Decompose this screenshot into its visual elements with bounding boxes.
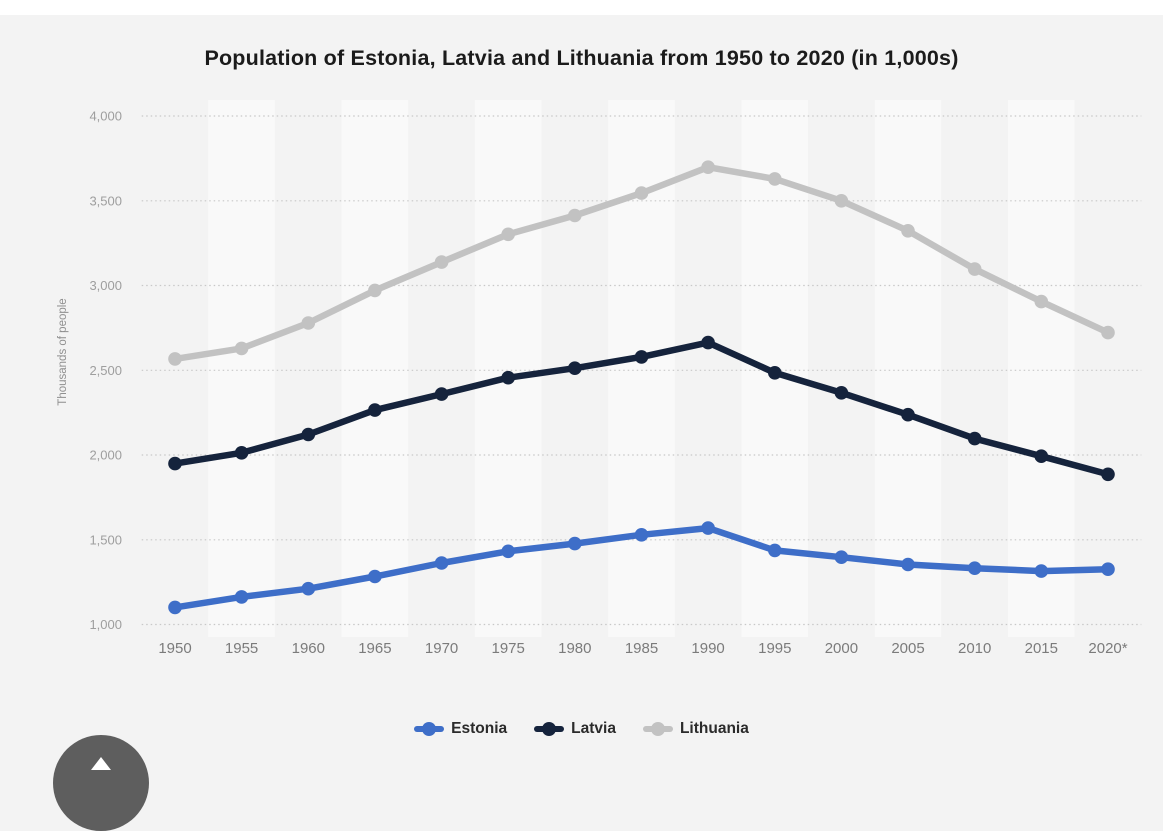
line-marker-icon	[642, 722, 673, 736]
legend-item-latvia[interactable]: Latvia	[534, 720, 616, 738]
data-point-estonia-1980[interactable]	[568, 536, 582, 551]
x-tick-label: 1975	[492, 640, 525, 657]
data-point-lithuania-1960[interactable]	[301, 316, 316, 330]
data-point-latvia-2000[interactable]	[834, 386, 849, 400]
legend-label: Latvia	[571, 720, 616, 737]
data-point-latvia-1960[interactable]	[301, 427, 316, 442]
data-point-latvia-2005[interactable]	[901, 407, 915, 422]
data-point-latvia-1980[interactable]	[568, 361, 582, 376]
y-tick-label: 3,000	[89, 278, 122, 293]
data-point-lithuania-2020[interactable]	[1101, 325, 1115, 340]
x-tick-label: 1970	[425, 640, 458, 657]
data-point-latvia-2010[interactable]	[967, 431, 982, 446]
data-point-lithuania-2010[interactable]	[967, 262, 982, 276]
data-point-lithuania-1990[interactable]	[701, 160, 715, 174]
chart-title: Population of Estonia, Latvia and Lithua…	[204, 46, 959, 70]
data-point-estonia-1970[interactable]	[434, 556, 449, 570]
x-tick-label: 1960	[292, 640, 325, 657]
line-marker-icon	[534, 722, 565, 736]
x-tick-label: 2005	[891, 640, 924, 657]
y-tick-label: 1,000	[89, 617, 122, 632]
data-point-lithuania-1980[interactable]	[568, 208, 582, 223]
column-band	[1008, 100, 1075, 637]
data-point-lithuania-2005[interactable]	[901, 224, 915, 238]
data-point-latvia-1950[interactable]	[168, 456, 182, 471]
x-tick-label: 2015	[1025, 640, 1058, 657]
column-band	[208, 100, 275, 637]
line-chart-plot: 4,000 3,500 3,000 2,500 2,000 1,500 1,000 1950 1…	[89, 100, 1142, 657]
legend: Estonia Latvia Lithuania	[0, 715, 1163, 743]
data-point-lithuania-2015[interactable]	[1034, 294, 1049, 309]
x-tick-label: 2020*	[1088, 640, 1127, 657]
data-point-estonia-1960[interactable]	[301, 581, 316, 596]
top-strip	[0, 0, 1163, 15]
data-point-latvia-1985[interactable]	[634, 350, 649, 364]
legend-label: Lithuania	[679, 720, 749, 737]
data-point-latvia-1965[interactable]	[368, 403, 382, 417]
x-tick-label: 1980	[558, 640, 591, 657]
data-point-lithuania-1995[interactable]	[768, 172, 782, 186]
x-tick-label: 1965	[358, 640, 391, 657]
data-point-lithuania-2000[interactable]	[834, 194, 849, 208]
y-tick-label: 2,500	[89, 363, 122, 378]
data-point-estonia-2005[interactable]	[901, 557, 915, 572]
x-tick-label: 1995	[758, 640, 791, 657]
y-tick-label: 1,500	[89, 532, 122, 547]
scroll-top-button[interactable]	[53, 735, 149, 831]
data-point-estonia-2000[interactable]	[834, 550, 849, 564]
data-point-lithuania-1970[interactable]	[434, 255, 449, 269]
data-point-latvia-1975[interactable]	[501, 370, 515, 385]
x-tick-label: 1985	[625, 640, 658, 657]
data-point-lithuania-1985[interactable]	[634, 186, 649, 200]
column-band	[341, 100, 409, 637]
data-point-latvia-1995[interactable]	[768, 366, 782, 380]
y-tick-label: 4,000	[89, 109, 122, 124]
x-tick-label: 2000	[825, 640, 858, 657]
data-point-estonia-1985[interactable]	[634, 528, 649, 542]
data-point-estonia-2015[interactable]	[1034, 564, 1049, 578]
data-point-estonia-2010[interactable]	[967, 561, 982, 575]
data-point-estonia-1995[interactable]	[768, 543, 782, 558]
data-point-estonia-2020[interactable]	[1101, 562, 1115, 576]
legend-item-lithuania[interactable]: Lithuania	[642, 720, 749, 738]
data-point-lithuania-1965[interactable]	[368, 283, 382, 298]
series-latvia	[168, 335, 1115, 482]
x-tick-label: 1955	[225, 640, 258, 657]
column-band	[874, 100, 942, 637]
series-estonia	[168, 521, 1115, 615]
data-point-latvia-2020[interactable]	[1101, 467, 1115, 482]
data-point-estonia-1955[interactable]	[234, 590, 249, 604]
arrow-up-icon	[91, 757, 111, 770]
y-tick-label: 3,500	[89, 193, 122, 208]
x-tick-label: 1950	[158, 640, 191, 657]
data-point-lithuania-1950[interactable]	[168, 352, 182, 366]
data-point-latvia-1990[interactable]	[701, 335, 715, 350]
data-point-latvia-1970[interactable]	[434, 387, 449, 401]
data-point-estonia-1950[interactable]	[168, 600, 182, 615]
legend-label: Estonia	[451, 720, 508, 737]
series-lithuania	[168, 160, 1115, 366]
data-point-lithuania-1955[interactable]	[234, 341, 249, 356]
line-marker-icon	[414, 722, 445, 736]
data-point-estonia-1975[interactable]	[501, 544, 515, 559]
data-point-latvia-2015[interactable]	[1034, 449, 1049, 464]
data-point-latvia-1955[interactable]	[234, 446, 249, 460]
data-point-estonia-1965[interactable]	[368, 569, 382, 584]
x-tick-label: 1990	[691, 640, 724, 657]
y-tick-label: 2,000	[89, 448, 122, 463]
data-point-lithuania-1975[interactable]	[501, 227, 515, 242]
x-tick-label: 2010	[958, 640, 991, 657]
data-point-estonia-1990[interactable]	[701, 521, 715, 535]
legend-item-estonia[interactable]: Estonia	[414, 720, 507, 738]
